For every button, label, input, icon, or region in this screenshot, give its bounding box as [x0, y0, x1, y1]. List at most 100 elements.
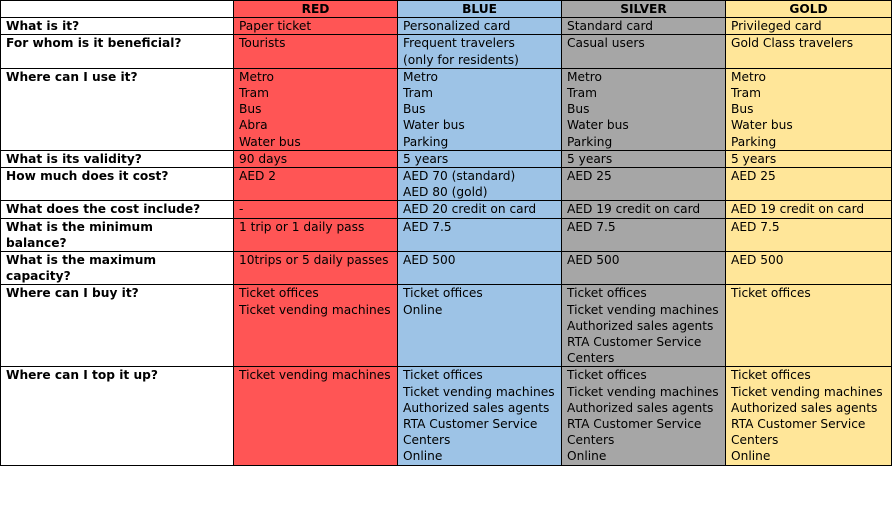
cell-silver: 5 years — [561, 149, 726, 169]
header-row: RED BLUE SILVER GOLD — [0, 0, 892, 19]
cell-line: Authorized sales agents — [567, 400, 714, 415]
cell-silver: Ticket offices Ticket vending machines Aut… — [561, 284, 726, 368]
header-red: RED — [233, 0, 398, 19]
card-comparison-table: RED BLUE SILVER GOLD What is it? Paper ti… — [0, 0, 892, 466]
row-question: Where can I buy it? — [0, 284, 234, 368]
cell-line: 5 years — [403, 151, 449, 166]
cell-line: Water bus — [567, 118, 629, 133]
cell-gold: 5 years — [725, 149, 892, 169]
cell-blue: AED 500 — [397, 251, 562, 286]
cell-line: Ticket vending machines — [567, 384, 719, 399]
table-row: What is the maximum capacity? 10trips or … — [0, 251, 892, 286]
cell-gold: Ticket offices — [725, 284, 892, 368]
cell-line: Water bus — [403, 118, 465, 133]
cell-line: Water bus — [731, 118, 793, 133]
cell-line: AED 80 (gold) — [403, 185, 488, 200]
row-question: What is it? — [0, 17, 234, 36]
header-gold: GOLD — [725, 0, 892, 19]
cell-red: Ticket vending machines — [233, 366, 398, 466]
cell-silver: Ticket offices Ticket vending machines Aut… — [561, 366, 726, 466]
cell-line: Casual users — [567, 36, 645, 51]
cell-red: AED 2 — [233, 167, 398, 202]
cell-line: AED 20 credit on card — [403, 202, 537, 217]
cell-line: (only for residents) — [403, 52, 519, 67]
cell-blue: 5 years — [397, 149, 562, 169]
table-row: What does the cost include? - AED 20 credi… — [0, 200, 892, 219]
row-question-text: Where can I buy it? — [6, 286, 139, 301]
cell-line: 90 days — [239, 151, 288, 166]
cell-line: Ticket offices — [403, 286, 483, 301]
cell-silver: AED 7.5 — [561, 217, 726, 253]
cell-line: Ticket vending machines — [567, 302, 719, 317]
cell-gold: Metro Tram Bus Water bus Parking — [725, 67, 892, 151]
cell-red: Tourists — [233, 34, 398, 69]
cell-line: Tram — [403, 86, 434, 101]
cell-line: RTA Customer Service Centers — [731, 417, 866, 448]
cell-line: Authorized sales agents — [403, 400, 550, 415]
cell-line: Ticket offices — [239, 286, 319, 301]
cell-line: Privileged card — [731, 19, 822, 34]
cell-blue: Metro Tram Bus Water bus Parking — [397, 67, 562, 151]
cell-line: AED 7.5 — [403, 219, 452, 234]
cell-line: Tram — [239, 86, 270, 101]
cell-line: Ticket vending machines — [239, 302, 391, 317]
cell-line: Online — [731, 449, 771, 464]
row-question-text: What is it? — [6, 19, 80, 34]
cell-line: Authorized sales agents — [731, 400, 878, 415]
cell-blue: AED 20 credit on card — [397, 200, 562, 219]
cell-line: Ticket offices — [403, 368, 483, 383]
row-question: What is the minimum balance? — [0, 217, 234, 253]
cell-line: Abra — [239, 118, 268, 133]
cell-line: Parking — [403, 134, 449, 149]
cell-gold: AED 25 — [725, 167, 892, 202]
cell-line: Ticket offices — [731, 286, 811, 301]
cell-line: 5 years — [567, 151, 613, 166]
table-row: Where can I buy it? Ticket offices Ticket … — [0, 284, 892, 368]
cell-line: RTA Customer Service Centers — [567, 335, 702, 366]
cell-line: Parking — [567, 134, 613, 149]
cell-blue: Ticket offices Online — [397, 284, 562, 368]
header-blue: BLUE — [397, 0, 562, 19]
table-row: How much does it cost? AED 2 AED 70 (stand… — [0, 167, 892, 202]
cell-red: 90 days — [233, 149, 398, 169]
row-question-text: What does the cost include? — [6, 202, 201, 217]
cell-silver: AED 25 — [561, 167, 726, 202]
cell-line: AED 70 (standard) — [403, 169, 516, 184]
cell-line: Ticket offices — [567, 286, 647, 301]
row-question-text: How much does it cost? — [6, 169, 169, 184]
row-question: Where can I top it up? — [0, 366, 234, 466]
row-question-text: Where can I use it? — [6, 69, 138, 84]
row-question-text: What is the minimum balance? — [6, 219, 153, 250]
table-row: For whom is it beneficial? Tourists Freque… — [0, 34, 892, 69]
cell-line: Metro — [567, 69, 602, 84]
cell-silver: Metro Tram Bus Water bus Parking — [561, 67, 726, 151]
header-blank — [0, 0, 234, 19]
cell-line: AED 500 — [403, 253, 456, 268]
cell-line: AED 19 credit on card — [567, 202, 701, 217]
row-question: What does the cost include? — [0, 200, 234, 219]
cell-blue: AED 7.5 — [397, 217, 562, 253]
cell-red: Paper ticket — [233, 17, 398, 36]
cell-line: Tram — [731, 86, 762, 101]
header-silver: SILVER — [561, 0, 726, 19]
cell-line: - — [239, 202, 244, 217]
cell-red: 1 trip or 1 daily pass — [233, 217, 398, 253]
cell-line: AED 2 — [239, 169, 277, 184]
cell-line: Ticket offices — [731, 368, 811, 383]
cell-line: AED 7.5 — [567, 219, 616, 234]
cell-red: 10trips or 5 daily passes — [233, 251, 398, 286]
cell-line: 10trips or 5 daily passes — [239, 253, 389, 268]
cell-line: Authorized sales agents — [567, 318, 714, 333]
cell-line: Ticket vending machines — [403, 384, 555, 399]
row-question-text: For whom is it beneficial? — [6, 36, 182, 51]
cell-gold: AED 19 credit on card — [725, 200, 892, 219]
cell-line: Bus — [567, 102, 590, 117]
cell-blue: AED 70 (standard) AED 80 (gold) — [397, 167, 562, 202]
table-row: Where can I top it up? Ticket vending mac… — [0, 366, 892, 466]
cell-line: Online — [567, 449, 607, 464]
cell-line: AED 25 — [731, 169, 776, 184]
cell-line: AED 19 credit on card — [731, 202, 865, 217]
cell-silver: Casual users — [561, 34, 726, 69]
cell-red: - — [233, 200, 398, 219]
cell-line: AED 25 — [567, 169, 612, 184]
